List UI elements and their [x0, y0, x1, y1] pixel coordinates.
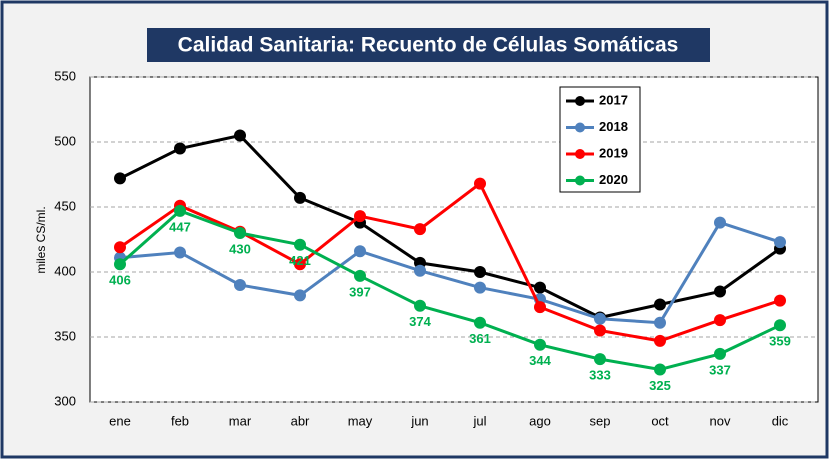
data-point — [714, 285, 726, 298]
data-point — [774, 294, 786, 307]
x-tick-label: nov — [710, 413, 731, 428]
data-point — [474, 281, 486, 294]
data-point — [114, 241, 126, 254]
x-tick-label: mar — [229, 413, 252, 428]
data-point — [474, 316, 486, 329]
data-point — [294, 258, 306, 271]
series-line — [119, 133, 781, 320]
data-point — [594, 312, 606, 325]
data-label: 333 — [589, 368, 611, 383]
data-label: 406 — [109, 273, 131, 288]
x-tick-label: oct — [651, 413, 669, 428]
data-label: 337 — [709, 362, 731, 377]
data-label: 344 — [529, 353, 551, 368]
data-label: 361 — [469, 331, 491, 346]
data-point — [594, 353, 606, 366]
data-point — [174, 142, 186, 155]
data-label: 430 — [229, 241, 251, 256]
x-tick-label: feb — [171, 413, 189, 428]
x-tick-label: dic — [772, 413, 789, 428]
legend-box — [559, 86, 641, 193]
legend-marker — [575, 96, 585, 106]
data-label: 359 — [769, 334, 791, 349]
data-point — [234, 279, 246, 291]
data-point — [534, 281, 546, 294]
y-tick-label: 500 — [54, 133, 76, 148]
x-tick-label: jul — [472, 413, 486, 428]
data-label: 397 — [349, 284, 371, 299]
data-point — [414, 264, 426, 277]
data-point — [714, 347, 726, 360]
data-point — [534, 338, 546, 351]
data-point — [294, 238, 306, 251]
legend-label: 2020 — [599, 172, 628, 187]
data-point — [774, 319, 786, 332]
plot-area — [89, 76, 819, 403]
x-tick-label: sep — [590, 413, 611, 428]
data-point — [654, 316, 666, 329]
data-label: 447 — [169, 219, 191, 234]
data-point — [714, 216, 726, 229]
data-point — [594, 324, 606, 337]
legend-label: 2018 — [599, 119, 628, 134]
x-tick-label: abr — [291, 413, 310, 428]
data-point — [294, 191, 306, 204]
y-tick-label: 550 — [54, 68, 76, 83]
data-point — [234, 227, 246, 239]
legend-marker — [575, 175, 585, 186]
x-tick-label: ene — [109, 413, 131, 428]
data-point — [354, 245, 366, 258]
data-point — [174, 204, 186, 217]
data-point — [114, 258, 126, 271]
data-point — [654, 334, 666, 347]
data-label: 325 — [649, 378, 671, 393]
data-label: 374 — [409, 314, 431, 329]
data-point — [294, 289, 306, 302]
series-line — [119, 209, 781, 372]
legend-marker — [575, 149, 585, 159]
data-point — [114, 172, 126, 185]
data-point — [354, 269, 366, 282]
data-point — [774, 236, 786, 249]
data-point — [474, 266, 486, 278]
title-box — [147, 28, 710, 62]
series-line — [119, 220, 781, 325]
y-tick-label: 400 — [54, 263, 76, 278]
data-point — [414, 299, 426, 312]
data-point — [414, 223, 426, 236]
data-point — [354, 210, 366, 223]
y-tick-label: 450 — [54, 198, 76, 213]
x-tick-label: may — [348, 413, 373, 428]
data-point — [654, 298, 666, 311]
x-tick-label: jun — [410, 413, 428, 428]
legend-marker — [575, 122, 585, 133]
data-point — [714, 314, 726, 327]
legend-label: 2017 — [599, 92, 628, 107]
data-label: 421 — [289, 253, 311, 268]
chart-title: Calidad Sanitaria: Recuento de Células S… — [178, 34, 679, 57]
data-point — [174, 246, 186, 259]
y-tick-label: 350 — [54, 328, 76, 343]
y-tick-label: 300 — [54, 393, 76, 408]
x-tick-label: ago — [529, 413, 551, 428]
y-axis-label: miles CS/ml. — [34, 206, 48, 273]
data-point — [474, 177, 486, 190]
series-line — [119, 181, 781, 343]
data-point — [654, 363, 666, 376]
data-point — [234, 129, 246, 142]
legend-label: 2019 — [599, 145, 628, 160]
data-point — [534, 301, 546, 314]
